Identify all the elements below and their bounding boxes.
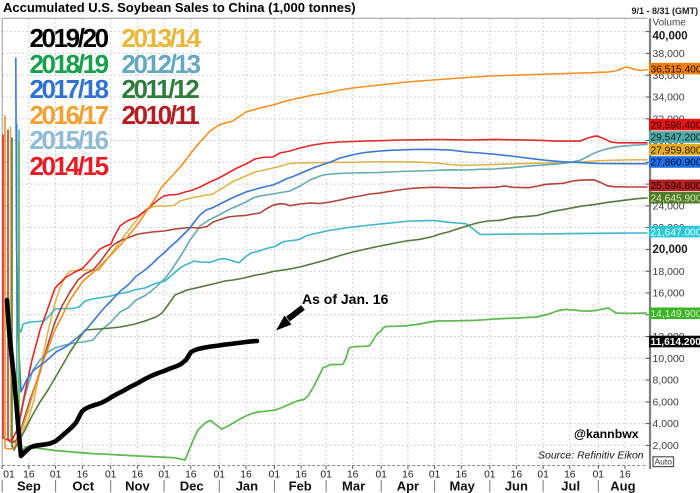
svg-text:6,000: 6,000 [653,397,679,409]
svg-text:16: 16 [295,470,307,481]
svg-text:As of Jan. 16: As of Jan. 16 [302,291,389,307]
svg-text:16: 16 [240,470,252,481]
svg-text:01: 01 [50,470,62,481]
svg-text:Aug: Aug [610,479,635,493]
svg-text:Jun: Jun [505,479,528,493]
svg-text:Jan: Jan [236,479,258,493]
svg-text:34,000: 34,000 [653,92,685,104]
svg-text:01: 01 [3,470,15,481]
svg-text:01: 01 [269,470,281,481]
svg-text:40,000: 40,000 [653,30,688,42]
svg-text:May: May [450,479,476,493]
svg-text:01: 01 [537,470,549,481]
svg-text:24,645.900: 24,645.900 [651,193,700,204]
svg-text:29,547.200: 29,547.200 [651,133,700,144]
svg-text:Auto: Auto [654,457,672,467]
svg-text:16: 16 [23,470,35,481]
svg-text:36,515.400: 36,515.400 [651,64,700,75]
svg-text:Nov: Nov [125,479,150,493]
svg-text:10,000: 10,000 [653,353,685,365]
svg-text:27,860.900: 27,860.900 [651,158,700,169]
svg-text:@kannbwx: @kannbwx [574,427,639,441]
svg-text:01: 01 [484,470,496,481]
svg-text:Feb: Feb [289,479,312,493]
svg-text:16: 16 [511,470,523,481]
svg-text:Sep: Sep [17,479,41,493]
svg-text:38,000: 38,000 [653,48,685,60]
svg-text:01: 01 [158,470,170,481]
svg-text:01: 01 [320,470,332,481]
svg-text:2,000: 2,000 [653,440,679,452]
svg-text:16: 16 [132,470,144,481]
svg-text:8,000: 8,000 [653,375,679,387]
svg-text:20,000: 20,000 [653,244,688,256]
svg-text:01: 01 [105,470,117,481]
svg-text:01: 01 [429,470,441,481]
svg-text:21,647.000: 21,647.000 [651,227,700,238]
svg-text:16: 16 [456,470,468,481]
svg-text:27,959.800: 27,959.800 [651,145,700,156]
svg-text:16,000: 16,000 [653,288,685,300]
svg-text:29,598.400: 29,598.400 [651,120,700,131]
svg-text:Dec: Dec [180,479,204,493]
svg-text:16: 16 [619,470,631,481]
svg-text:Source: Refinitiv Eikon: Source: Refinitiv Eikon [538,450,644,462]
svg-text:16: 16 [185,470,197,481]
svg-text:Apr: Apr [397,479,419,493]
svg-text:11,614.200: 11,614.200 [651,337,700,348]
svg-text:Volume: Volume [653,18,687,29]
svg-text:01: 01 [375,470,387,481]
svg-text:14,149.900: 14,149.900 [651,309,700,320]
svg-text:Oct: Oct [72,479,94,493]
svg-text:18,000: 18,000 [653,266,685,278]
svg-text:16: 16 [347,470,359,481]
svg-text:Jul: Jul [561,479,580,493]
svg-text:Mar: Mar [342,479,365,493]
svg-text:16: 16 [402,470,414,481]
svg-text:01: 01 [214,470,226,481]
svg-text:01: 01 [593,470,605,481]
svg-text:4,000: 4,000 [653,418,679,430]
svg-text:25,594.800: 25,594.800 [651,181,700,192]
svg-text:16: 16 [564,470,576,481]
svg-text:16: 16 [77,470,89,481]
